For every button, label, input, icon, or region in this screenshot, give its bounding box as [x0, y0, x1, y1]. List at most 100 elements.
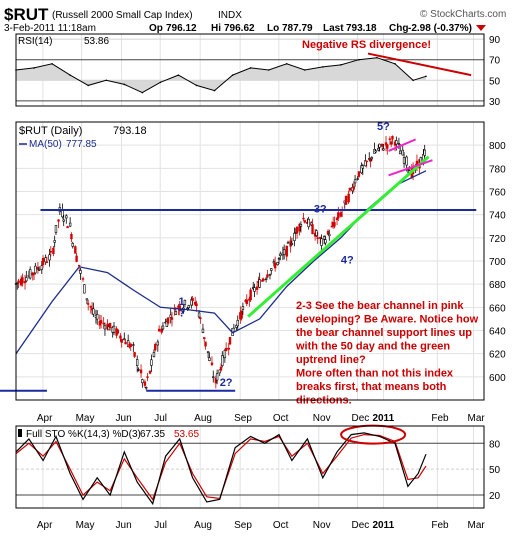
- open-label: Op: [149, 23, 163, 34]
- price-candle: [103, 325, 107, 330]
- price-candle: [48, 254, 51, 261]
- rsi-point: [412, 79, 414, 82]
- rsi-point: [425, 75, 427, 78]
- wave-label: 2?: [220, 377, 233, 389]
- price-candle: [423, 149, 426, 156]
- price-candle: [299, 223, 303, 227]
- price-candle: [137, 369, 140, 371]
- price-candle: [397, 143, 401, 145]
- month-tick-label: Aug: [194, 520, 212, 531]
- change-label: Chg: [389, 23, 408, 34]
- analysis-note-line: More often than not this index: [296, 368, 454, 380]
- price-candle: [264, 278, 268, 280]
- price-candle: [28, 269, 32, 279]
- rsi-point: [87, 84, 89, 87]
- last-value: 793.18: [346, 23, 377, 34]
- price-candle: [398, 150, 402, 155]
- change-value: -2.98 (-0.37%): [408, 23, 472, 34]
- price-candle: [219, 366, 223, 371]
- price-candle: [92, 308, 95, 315]
- price-candle: [328, 233, 331, 237]
- price-candle: [241, 306, 245, 310]
- rsi-tick-label: 30: [489, 97, 501, 108]
- price-candle: [232, 327, 236, 332]
- price-candle: [120, 338, 123, 343]
- price-candle: [86, 303, 90, 305]
- month-tick-label: Feb: [431, 413, 449, 424]
- price-candle: [236, 320, 239, 327]
- price-candle: [154, 343, 157, 351]
- price-tick-label: 600: [489, 373, 506, 384]
- ma-label: MA(50): [29, 139, 62, 150]
- month-tick-label: 2011: [372, 413, 394, 424]
- rsi-point: [69, 74, 71, 76]
- price-candle: [21, 277, 24, 284]
- rsi-point: [33, 67, 35, 69]
- price-candle: [129, 343, 132, 347]
- price-candle: [143, 381, 147, 386]
- rsi-point: [340, 64, 342, 66]
- price-candle: [197, 312, 201, 318]
- price-candle: [228, 336, 232, 345]
- month-tick-label: Oct: [273, 413, 289, 424]
- wave-label: 5?: [377, 121, 390, 133]
- price-candle: [223, 350, 227, 359]
- month-tick-label: Aug: [194, 413, 212, 424]
- price-candle: [25, 277, 28, 282]
- month-tick-label: Jun: [116, 520, 132, 531]
- price-candle: [333, 222, 336, 227]
- price-candle: [32, 273, 36, 275]
- high-value: 796.62: [224, 23, 255, 34]
- price-candle: [295, 226, 299, 234]
- rsi-point: [322, 66, 324, 68]
- price-candle: [187, 305, 190, 309]
- month-tick-label: Nov: [313, 413, 331, 424]
- price-candle: [384, 142, 388, 146]
- rsi-point: [177, 74, 180, 76]
- sto-k-line: [15, 432, 427, 506]
- price-candle: [119, 335, 122, 339]
- price-candle: [75, 255, 78, 262]
- price-candle: [405, 156, 408, 166]
- price-candle: [191, 298, 194, 301]
- price-candle: [123, 338, 126, 341]
- wave-label: 1: [178, 296, 184, 308]
- price-candle: [365, 160, 368, 163]
- wave-label: ?: [178, 308, 185, 320]
- price-candle: [52, 247, 55, 255]
- price-candle: [99, 320, 103, 324]
- analysis-note-line: the bear channel support lines up: [296, 327, 472, 339]
- rsi-point: [159, 81, 162, 84]
- price-tick-label: 780: [489, 164, 506, 175]
- price-candle: [311, 224, 314, 235]
- price-candle: [156, 341, 160, 346]
- price-candle: [65, 215, 68, 219]
- price-panel: 600 620 640 660 680 700 720 740 760 780 800 1? 2? 3? 4…: [0, 121, 506, 424]
- price-candle: [116, 329, 120, 334]
- analysis-note-line: 2-3 See the bear channel in pink: [296, 300, 464, 312]
- sto-d-value: 53.65: [174, 429, 199, 440]
- price-candle: [348, 187, 352, 191]
- price-candle: [378, 143, 381, 148]
- price-candle: [17, 280, 20, 283]
- high-label: Hi: [211, 23, 221, 34]
- price-candle: [270, 268, 273, 271]
- rsi-divergence-line: [367, 52, 472, 77]
- price-candle: [347, 193, 350, 203]
- price-candle: [96, 314, 99, 320]
- month-tick-label: Dec: [351, 520, 369, 531]
- price-candle: [66, 226, 69, 229]
- price-candle: [44, 257, 47, 263]
- rsi-point: [195, 84, 198, 87]
- rsi-point: [213, 89, 216, 92]
- price-candle: [139, 369, 143, 374]
- month-tick-label: Oct: [273, 520, 289, 531]
- price-candle: [324, 239, 327, 244]
- date-text: 3-Feb-2011 11:18am: [4, 23, 96, 34]
- price-candle: [41, 257, 45, 266]
- index-name: (Russell 2000 Small Cap Index): [52, 10, 193, 21]
- month-tick-label: Apr: [37, 520, 53, 531]
- price-tick-label: 640: [489, 327, 506, 338]
- rsi-frame: [15, 33, 485, 107]
- price-candle: [307, 218, 310, 228]
